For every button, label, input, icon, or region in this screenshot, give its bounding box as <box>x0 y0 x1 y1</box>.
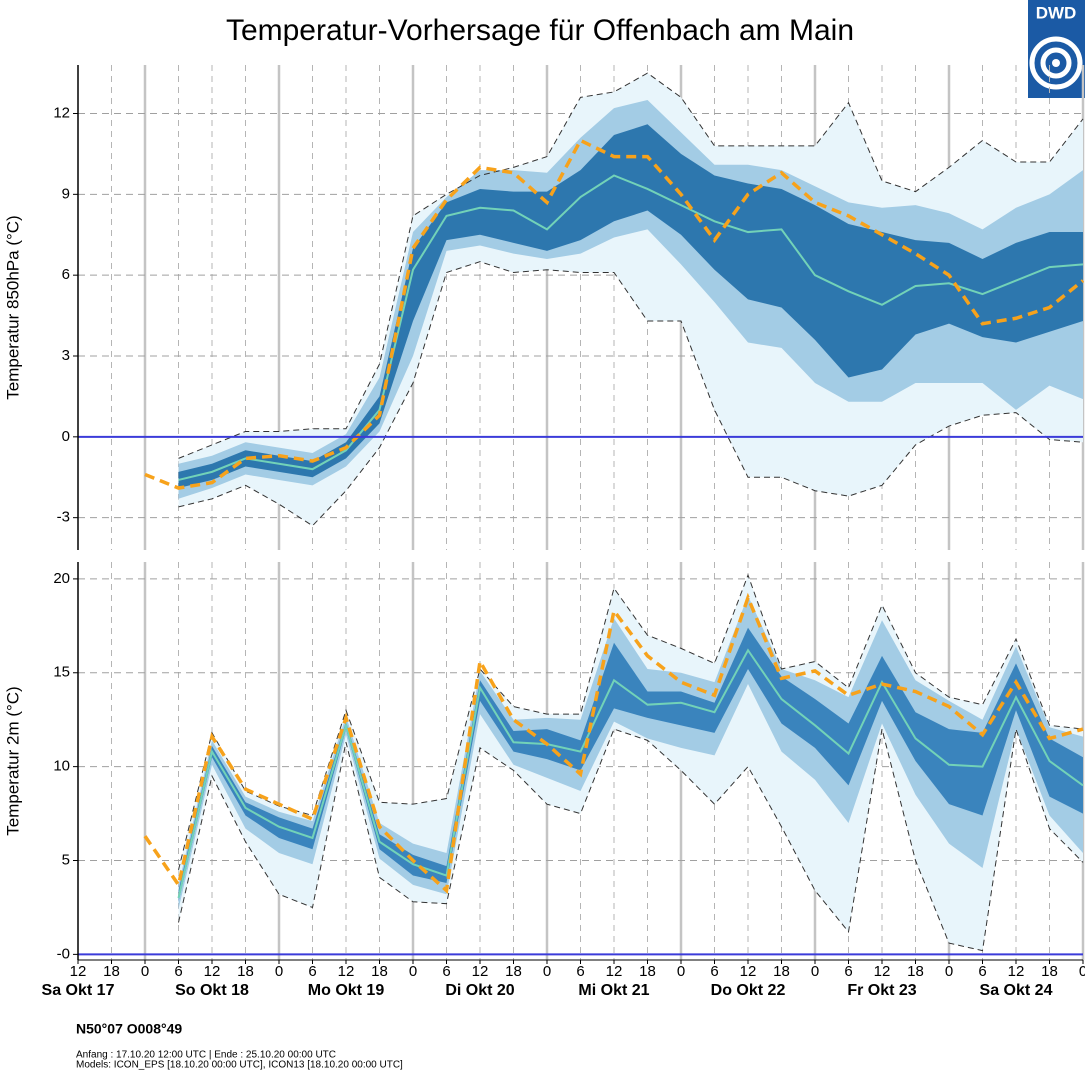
x-tick-label: 0 <box>677 963 685 980</box>
x-tick-label: 18 <box>237 963 254 980</box>
y-tick-label: 9 <box>62 185 70 202</box>
ensemble-band <box>178 73 1083 526</box>
ensemble-extreme <box>178 261 1084 527</box>
x-tick-label: 18 <box>907 963 924 980</box>
x-tick-label: 12 <box>204 963 221 980</box>
y-axis-label: Temperatur 2m (°C) <box>3 686 22 835</box>
footer-line: Models: ICON_EPS [18.10.20 00:00 UTC], I… <box>76 1060 403 1071</box>
x-tick-label: 6 <box>576 963 584 980</box>
x-tick-label: 0 <box>543 963 551 980</box>
ensemble-band <box>178 100 1083 499</box>
median-line <box>177 648 1084 899</box>
x-tick-label: 12 <box>740 963 757 980</box>
y-tick-label: -0 <box>57 945 70 962</box>
y-tick-label: 15 <box>53 664 70 681</box>
day-label: Sa Okt 17 <box>42 982 115 999</box>
ensemble-extreme <box>178 573 1084 871</box>
x-tick-label: 0 <box>275 963 283 980</box>
day-label: Mi Okt 21 <box>578 982 649 999</box>
median-line <box>178 174 1084 481</box>
x-tick-label: 12 <box>1008 963 1025 980</box>
y-tick-label: 6 <box>62 266 70 283</box>
x-tick-label: 6 <box>442 963 450 980</box>
footer-line: Anfang : 17.10.20 12:00 UTC | Ende : 25.… <box>76 1050 336 1061</box>
day-label: Mo Okt 19 <box>308 982 385 999</box>
x-tick-label: 12 <box>472 963 489 980</box>
x-tick-label: 12 <box>338 963 355 980</box>
logo-ring <box>1040 47 1072 79</box>
y-tick-label: 3 <box>62 347 70 364</box>
logo-text: DWD <box>1036 3 1077 22</box>
chart-title: Temperatur-Vorhersage für Offenbach am M… <box>226 14 854 47</box>
x-tick-label: 6 <box>844 963 852 980</box>
x-tick-label: 0 <box>945 963 953 980</box>
x-tick-label: 0 <box>141 963 149 980</box>
ensemble-band <box>178 595 1083 910</box>
day-label: Do Okt 22 <box>711 982 786 999</box>
day-label: So Okt 18 <box>175 982 249 999</box>
y-tick-label: 5 <box>62 851 70 868</box>
y-axis-label: Temperatur 850hPa (°C) <box>3 215 22 399</box>
ensemble-band <box>178 627 1083 902</box>
logo-dot <box>1052 59 1060 67</box>
location: N50°07 O008°49 <box>76 1021 182 1037</box>
y-tick-label: -3 <box>57 509 70 526</box>
day-label: Fr Okt 23 <box>847 982 916 999</box>
x-tick-label: 12 <box>874 963 891 980</box>
x-tick-label: 12 <box>606 963 623 980</box>
x-tick-label: 18 <box>639 963 656 980</box>
x-tick-label: 18 <box>103 963 120 980</box>
x-tick-label: 6 <box>978 963 986 980</box>
x-tick-label: 18 <box>505 963 522 980</box>
dwd-logo: DWD <box>1028 0 1085 98</box>
ensemble-extreme <box>178 72 1084 459</box>
x-tick-label: 18 <box>773 963 790 980</box>
x-tick-label: 6 <box>174 963 182 980</box>
x-tick-label: 0 <box>811 963 819 980</box>
deterministic-line <box>144 138 1085 490</box>
day-label: Di Okt 20 <box>445 982 514 999</box>
y-tick-label: 10 <box>53 758 70 775</box>
y-tick-label: 20 <box>53 570 70 587</box>
x-tick-label: 0 <box>409 963 417 980</box>
x-tick-label: 18 <box>1041 963 1058 980</box>
x-tick-label: 18 <box>371 963 388 980</box>
ensemble-extreme <box>178 728 1084 952</box>
x-tick-label: 6 <box>710 963 718 980</box>
logo-ring <box>1029 36 1083 90</box>
day-label: Sa Okt 24 <box>980 982 1053 999</box>
y-tick-label: 12 <box>53 104 70 121</box>
x-tick-label: 0 <box>1079 963 1085 980</box>
x-tick-label: 12 <box>70 963 87 980</box>
y-tick-label: 0 <box>62 428 70 445</box>
x-tick-label: 6 <box>308 963 316 980</box>
ensemble-band <box>178 124 1083 489</box>
plots: -3 0 3 6 9 12 Temperatur 850hPa (°C) -0 5 10 15 20 T… <box>3 65 1085 999</box>
